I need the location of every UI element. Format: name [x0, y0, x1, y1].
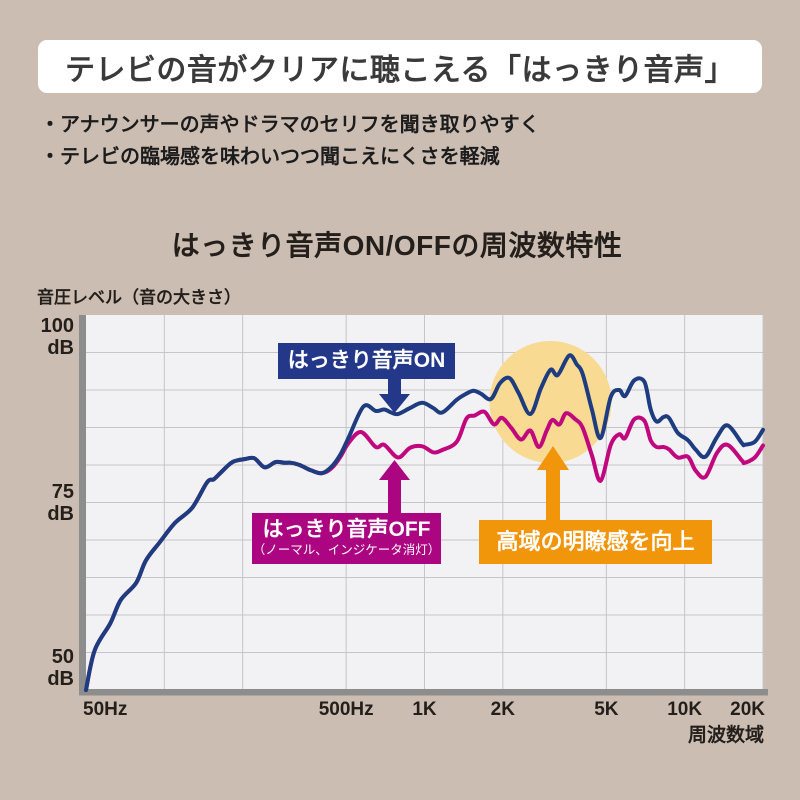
y-tick-line: 50 [51, 646, 74, 668]
y-axis-bar [79, 315, 86, 695]
x-axis-bar [79, 689, 768, 696]
x-tick-label: 1K [412, 699, 437, 720]
y-tick-label: 50 dB [0, 646, 74, 690]
y-tick-line: dB [47, 337, 74, 359]
header-title: テレビの音がクリアに聴こえる「はっきり音声」 [64, 53, 736, 87]
highlight-label-text: 高域の明瞭感を向上 [496, 529, 695, 554]
x-tick-label: 5K [594, 699, 619, 720]
x-tick-label: 50Hz [83, 699, 128, 720]
highlight-label-box: 高域の明瞭感を向上 [479, 520, 712, 564]
x-tick-label: 10K [667, 699, 703, 720]
off-label-text: はっきり音声OFF [262, 518, 431, 541]
x-axis-title: 周波数域 [687, 725, 764, 746]
highlight-arrow-icon [537, 446, 569, 521]
header-banner: テレビの音がクリアに聴こえる「はっきり音声」 [38, 40, 762, 93]
x-tick-label: 2K [490, 699, 515, 720]
y-tick-label: 100 dB [0, 315, 74, 359]
y-axis-title: 音圧レベル（音の大きさ） [37, 288, 241, 307]
y-tick-line: 100 [40, 315, 74, 337]
off-arrow-icon [379, 460, 410, 514]
on-curve [84, 353, 765, 692]
off-label-subtext: （ノーマル、インジケータ消灯） [252, 543, 441, 557]
bullet-item: ・テレビの臨場感を味わいつつ聞こえにくさを軽減 [40, 146, 500, 168]
on-arrow-icon [379, 376, 410, 413]
y-tick-line: 75 [51, 480, 74, 503]
y-tick-label: 75 dB [0, 481, 74, 525]
bullet-item: ・アナウンサーの声やドラマのセリフを聞き取りやすく [40, 114, 540, 136]
chart-title: はっきり音声ON/OFFの周波数特性 [171, 230, 623, 261]
off-label-box: はっきり音声OFF （ノーマル、インジケータ消灯） [252, 513, 441, 564]
on-label-box: はっきり音声ON [278, 343, 455, 379]
y-tick-line: dB [47, 668, 74, 690]
x-tick-label: 500Hz [318, 699, 374, 720]
x-tick-label: 20K [730, 699, 765, 720]
bullet-list: ・アナウンサーの声やドラマのセリフを聞き取りやすく ・テレビの臨場感を味わいつつ聞… [40, 109, 540, 173]
highlight-circle [489, 341, 612, 463]
on-label-text: はっきり音声ON [287, 349, 446, 372]
y-tick-line: dB [47, 502, 74, 525]
